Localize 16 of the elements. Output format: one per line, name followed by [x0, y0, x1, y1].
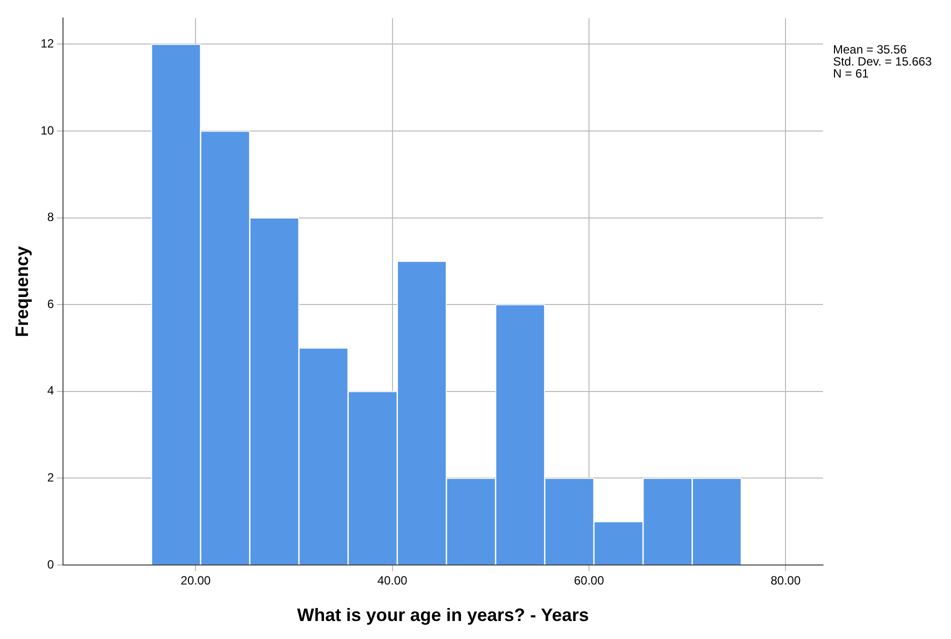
x-axis-title: What is your age in years? - Years — [297, 605, 589, 626]
x-tick-label: 20.00 — [180, 574, 212, 588]
text: Std. Dev. = 15.663 — [833, 54, 932, 69]
y-tick-label: 6 — [47, 296, 54, 311]
y-tick-label: 8 — [47, 210, 54, 224]
y-tick-label: 4 — [47, 384, 54, 398]
y-tick-label: 2 — [47, 470, 54, 485]
y-tick-label: 12 — [40, 36, 54, 51]
x-tick-label: 60.00 — [574, 574, 604, 588]
y-axis-title: Frequency — [12, 246, 32, 338]
y-tick-label: 0 — [47, 557, 54, 572]
text: Mean = 35.56 — [833, 42, 908, 57]
text: N = 61 — [833, 66, 870, 81]
x-tick-label: 40.00 — [377, 574, 408, 588]
y-tick-label: 10 — [40, 123, 54, 138]
x-tick-label: 80.00 — [770, 574, 801, 588]
